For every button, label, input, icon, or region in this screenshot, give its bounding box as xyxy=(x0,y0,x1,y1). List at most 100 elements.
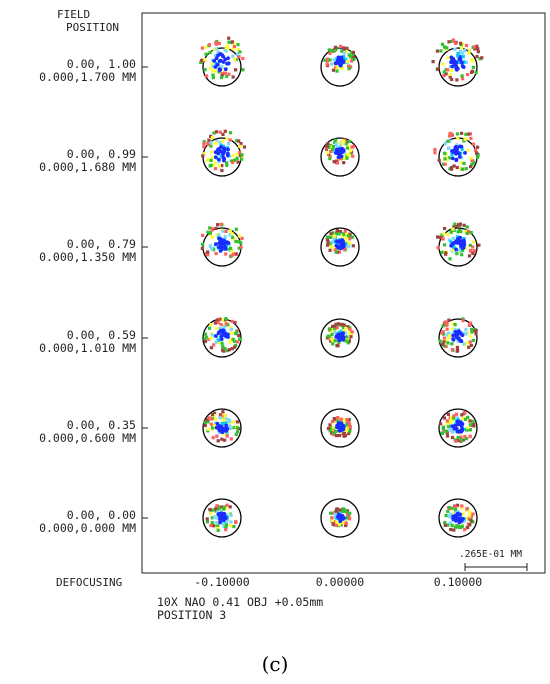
ray-point xyxy=(337,522,342,526)
ray-point xyxy=(331,342,335,346)
ray-point xyxy=(219,505,223,509)
ray-point xyxy=(436,246,440,250)
ray-point xyxy=(231,54,235,58)
ray-point xyxy=(453,47,457,51)
ray-point xyxy=(341,60,346,65)
ray-point xyxy=(345,335,349,339)
airy-disk-circle xyxy=(202,408,242,448)
defocus-columns: -0.10000 0.00000 0.10000 xyxy=(194,575,482,589)
ray-point xyxy=(452,244,456,248)
ray-point xyxy=(223,71,227,76)
ray-point xyxy=(226,147,231,152)
ray-point xyxy=(456,422,461,427)
ray-point xyxy=(460,64,465,68)
ray-point xyxy=(229,437,233,441)
ray-point xyxy=(234,520,238,525)
ray-point xyxy=(333,61,338,66)
ray-point xyxy=(348,429,352,433)
ray-point xyxy=(218,67,223,72)
ray-point xyxy=(455,143,459,147)
ray-point xyxy=(345,338,349,342)
airy-disk-circle xyxy=(320,498,360,538)
ray-point xyxy=(235,139,239,143)
ray-point xyxy=(203,423,207,428)
ray-point xyxy=(334,243,339,248)
ray-point xyxy=(447,336,451,340)
ray-point xyxy=(468,510,472,514)
ray-point xyxy=(209,144,213,148)
ray-point xyxy=(223,331,228,336)
ray-point xyxy=(466,73,470,77)
ray-point xyxy=(337,322,341,326)
ray-point xyxy=(433,151,437,155)
ray-point xyxy=(215,47,219,51)
ray-point xyxy=(445,327,449,331)
ray-point xyxy=(336,416,340,420)
ray-point xyxy=(325,336,329,340)
ray-point xyxy=(460,438,464,442)
ray-point xyxy=(217,164,221,168)
ray-point xyxy=(214,252,218,256)
ray-point xyxy=(441,431,445,435)
ray-point xyxy=(456,52,460,56)
ray-point xyxy=(433,147,437,152)
ray-point xyxy=(446,139,450,143)
ray-point xyxy=(451,418,455,422)
x-axis-label: DEFOCUSING xyxy=(56,576,122,589)
ray-point xyxy=(462,161,466,166)
ray-point xyxy=(199,60,203,64)
ray-point xyxy=(223,347,227,351)
ray-point xyxy=(438,235,442,239)
ray-point xyxy=(333,45,337,49)
ray-point xyxy=(340,66,344,70)
ray-point xyxy=(223,244,227,249)
ray-point xyxy=(471,245,475,249)
ray-point xyxy=(440,250,444,254)
ray-point xyxy=(334,232,338,236)
ray-point xyxy=(456,54,460,58)
ray-point xyxy=(339,511,343,515)
ray-point xyxy=(447,514,451,518)
ray-point xyxy=(235,340,239,344)
ray-point xyxy=(224,49,228,53)
ray-point xyxy=(447,238,451,242)
ray-point xyxy=(220,318,224,322)
ray-point xyxy=(332,432,336,436)
ray-point xyxy=(232,252,236,256)
airy-disk-circle xyxy=(438,408,478,448)
ray-point xyxy=(222,150,226,154)
ray-point xyxy=(459,424,464,428)
ray-point xyxy=(217,236,222,241)
ray-point xyxy=(341,154,345,159)
ray-point xyxy=(219,334,224,338)
ray-point xyxy=(455,132,460,136)
ray-point xyxy=(232,237,236,241)
ray-point xyxy=(431,60,435,64)
ray-point xyxy=(218,517,222,522)
ray-point xyxy=(228,131,233,135)
ray-point xyxy=(450,430,454,434)
ray-point xyxy=(229,520,233,524)
ray-point xyxy=(220,73,224,78)
ray-point xyxy=(458,144,462,149)
ray-point xyxy=(205,520,209,524)
ray-point xyxy=(201,154,205,158)
ray-point xyxy=(220,521,225,526)
ray-point xyxy=(225,74,229,78)
ray-point xyxy=(455,511,460,516)
ray-point xyxy=(450,342,454,346)
scale-bar: .265E-01 MM xyxy=(459,549,528,571)
ray-point xyxy=(342,156,347,160)
ray-point xyxy=(456,237,460,241)
ray-point xyxy=(455,224,459,228)
ray-point xyxy=(452,516,456,521)
ray-point xyxy=(214,521,218,525)
ray-point xyxy=(236,160,240,164)
ray-point xyxy=(443,157,447,161)
ray-point xyxy=(220,168,224,173)
ray-point xyxy=(218,413,222,417)
field-label-mm: 0.000,1.680 MM xyxy=(39,160,136,174)
ray-point xyxy=(467,516,471,520)
ray-point xyxy=(452,426,457,431)
ray-point xyxy=(337,340,341,344)
